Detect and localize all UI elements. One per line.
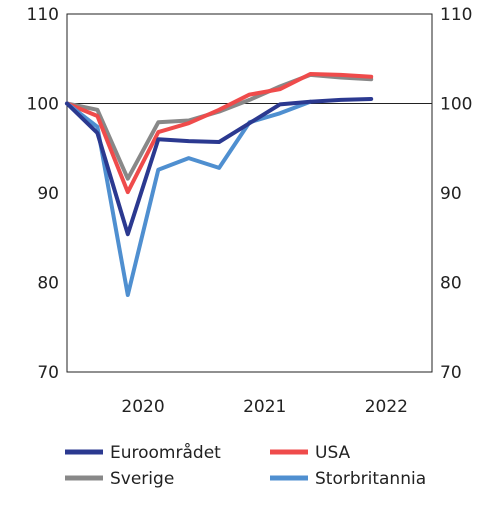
y-tick-label-right: 70 [440, 363, 462, 383]
series-line-storbritannia [65, 99, 313, 297]
legend-item: USA [270, 443, 351, 463]
y-tick-label-left: 100 [27, 95, 59, 115]
x-tick-label: 2020 [121, 397, 164, 417]
y-tick-label-left: 90 [37, 184, 59, 204]
x-tick-label: 2021 [243, 397, 286, 417]
plot-lines [65, 72, 374, 297]
legend-label: Sverige [110, 469, 174, 489]
y-tick-label-right: 80 [440, 274, 462, 294]
series-line-sverige [65, 72, 374, 181]
y-tick-label-right: 100 [440, 95, 472, 115]
y-tick-label-left: 70 [37, 363, 59, 383]
y-tick-label-left: 110 [27, 5, 59, 25]
y-tick-label-right: 90 [440, 184, 462, 204]
legend-item: Storbritannia [270, 469, 426, 489]
legend-item: Sverige [65, 469, 174, 489]
x-tick-label: 2022 [365, 397, 408, 417]
y-tick-label-right: 110 [440, 5, 472, 25]
legend-label: Euroområdet [110, 442, 221, 463]
plot-frame [66, 13, 433, 373]
legend-item: Euroområdet [65, 442, 221, 463]
y-tick-label-left: 80 [37, 274, 59, 294]
series-line-usa [65, 72, 374, 195]
legend: Euroområdet USA Sverige Storbritannia [65, 442, 426, 489]
legend-label: USA [315, 443, 351, 463]
legend-label: Storbritannia [315, 469, 426, 489]
series-line-euroområdet [65, 97, 374, 237]
axes: 70 70 80 80 90 90 100 100 110 110 2020 2021 2022 [27, 5, 473, 417]
